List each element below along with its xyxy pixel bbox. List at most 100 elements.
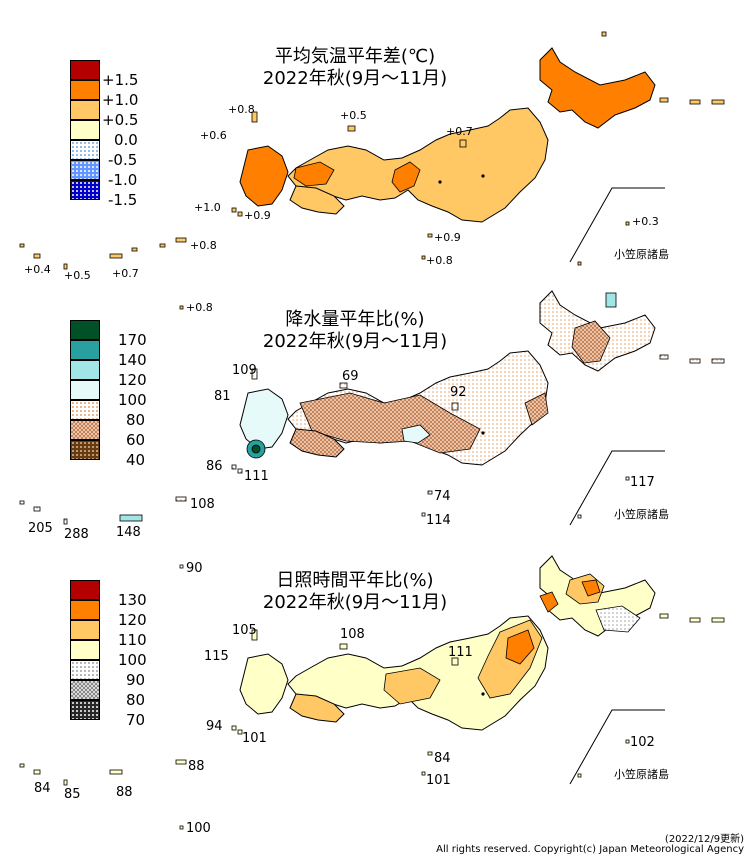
legend-value: 60	[126, 431, 146, 449]
legend-swatch	[70, 680, 100, 700]
legend-value: -0.5	[108, 151, 138, 169]
tohoku-very-sunny-patch	[505, 629, 535, 665]
station-label-hachijo-s: +0.8	[426, 254, 453, 267]
honshu-warm-patch	[391, 161, 421, 193]
station-label-hachijo-n: 74	[434, 489, 451, 504]
station-label-yakushima: 111	[244, 469, 269, 484]
legend-swatch	[70, 600, 100, 620]
title-line1: 平均気温平年差(℃)	[274, 46, 436, 67]
station-label-sado: 92	[450, 385, 467, 400]
legend-value: -1.5	[108, 191, 138, 209]
station-marker	[438, 180, 442, 184]
legend-swatch	[70, 340, 100, 360]
small-islands	[19, 31, 725, 310]
honshu-dry-patch	[299, 392, 481, 454]
station-label-yonaguni: 205	[28, 521, 53, 536]
legend-swatch	[70, 400, 100, 420]
station-label-koshiki: 86	[206, 459, 223, 474]
legend-value: 40	[126, 451, 146, 469]
hokkaido-wet-patch	[605, 292, 617, 308]
legend-swatch	[70, 580, 100, 600]
station-label-oki: 69	[342, 369, 359, 384]
legend-value: 120	[118, 611, 147, 629]
station-label-yakushima: +0.9	[244, 209, 271, 222]
title-line2: 2022年秋(9月～11月)	[262, 331, 448, 352]
legend-value: -1.0	[108, 171, 138, 189]
station-label-daito: +0.8	[186, 301, 213, 314]
legend-value: 120	[118, 371, 147, 389]
legend-swatch	[70, 440, 100, 460]
legend-value: 100	[118, 391, 147, 409]
hokkaido-cloudy-patch	[595, 605, 641, 633]
kyushu-wet-core	[251, 444, 261, 454]
station-label-hachijo-s: 114	[426, 513, 451, 528]
station-label-tsushima: 109	[232, 363, 257, 378]
legend-swatch	[70, 420, 100, 440]
small-islands	[19, 354, 725, 569]
station-label-oki: 108	[340, 627, 365, 642]
station-label-chichijima: 117	[630, 475, 655, 490]
station-label-oki: +0.5	[340, 109, 367, 122]
station-label-chichijima: +0.3	[632, 215, 659, 228]
ogasawara-inset-frame	[569, 709, 665, 785]
station-label-okinawa: 88	[116, 785, 133, 800]
legend-swatch	[70, 660, 100, 680]
title-line1: 日照時間平年比(%)	[276, 570, 434, 591]
honshu-wet-patch	[401, 424, 431, 444]
ogasawara-inset-frame	[569, 187, 665, 263]
station-label-hachijo-s: 101	[426, 773, 451, 788]
station-label-yonaguni: 84	[34, 781, 51, 796]
station-label-hachijo-n: +0.9	[434, 231, 461, 244]
station-label-sado: +0.7	[446, 125, 473, 138]
panel-title: 日照時間平年比(%) 2022年秋(9月～11月)	[210, 570, 500, 614]
hokkaido-region	[539, 47, 656, 129]
legend-swatch	[70, 320, 100, 340]
legend-swatch	[70, 80, 100, 100]
tohoku-dry-patch	[524, 392, 549, 426]
kyushu-region	[239, 388, 289, 450]
legend-swatch	[70, 700, 100, 720]
station-label-chichijima: 102	[630, 735, 655, 750]
legend-swatch	[70, 620, 100, 640]
station-label-daito: 90	[186, 561, 203, 576]
chubu-sunny-patch	[383, 667, 441, 705]
station-label-koshiki: +1.0	[194, 201, 221, 214]
legend-value: 170	[118, 331, 147, 349]
station-marker	[481, 431, 485, 435]
ogasawara-label: 小笠原諸島	[614, 248, 669, 261]
legend-swatch	[70, 640, 100, 660]
hokkaido-dry-patch	[571, 320, 611, 364]
panel-title: 平均気温平年差(℃) 2022年秋(9月～11月)	[210, 46, 500, 90]
legend-value: 0.0	[114, 131, 138, 149]
panel-title: 降水量平年比(%) 2022年秋(9月～11月)	[210, 309, 500, 353]
station-label-daito: 100	[186, 821, 211, 836]
legend-value: 130	[118, 591, 147, 609]
station-label-goto: +0.6	[200, 129, 227, 142]
oshima-sunny-patch	[539, 591, 559, 613]
station-marker	[481, 174, 485, 178]
okinawa-wet-island	[119, 514, 143, 522]
legend-swatch	[70, 360, 100, 380]
legend-swatch	[70, 100, 100, 120]
chugoku-warm-patch	[293, 161, 335, 187]
precipitation-map	[19, 290, 725, 569]
station-label-tsushima: 105	[232, 623, 257, 638]
title-line1: 降水量平年比(%)	[285, 309, 425, 330]
station-label-amami: +0.8	[190, 239, 217, 252]
station-label-tsushima: +0.8	[228, 103, 255, 116]
legend-value: 90	[126, 671, 146, 689]
title-line2: 2022年秋(9月～11月)	[262, 68, 448, 89]
legend-swatch	[70, 140, 100, 160]
station-label-goto: 115	[204, 649, 229, 664]
small-islands	[19, 613, 725, 830]
hokkaido-very-sunny-patch	[581, 579, 601, 597]
ogasawara-inset-frame	[569, 450, 665, 526]
legend-value: 80	[126, 691, 146, 709]
station-label-hachijo-n: 84	[434, 751, 451, 766]
ogasawara-label: 小笠原諸島	[614, 768, 669, 781]
station-label-miyako: +0.5	[64, 269, 91, 282]
legend-swatch	[70, 380, 100, 400]
station-label-amami: 108	[190, 497, 215, 512]
kyushu-region	[239, 145, 289, 207]
